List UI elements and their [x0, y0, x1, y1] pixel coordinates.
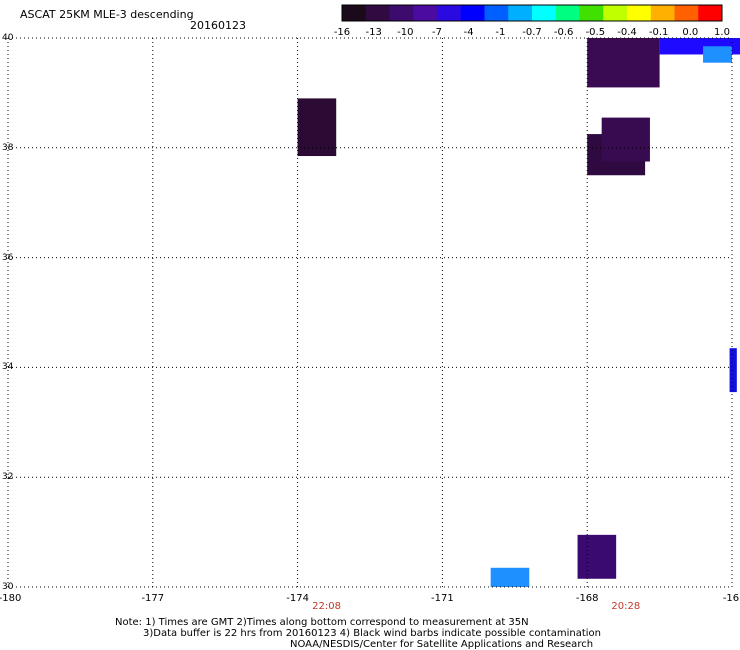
colorbar-label: -4: [463, 27, 474, 38]
colorbar-swatch: [508, 5, 533, 21]
note-line-3: NOAA/NESDIS/Center for Satellite Applica…: [290, 639, 594, 650]
colorbar-swatch: [555, 5, 580, 21]
colorbar-label: -0.7: [522, 27, 542, 38]
colorbar-swatch: [460, 5, 485, 21]
data-cell: [601, 117, 650, 162]
note-line-2: 3)Data buffer is 22 hrs from 20160123 4)…: [143, 628, 601, 639]
lat-label: 38: [2, 142, 14, 153]
colorbar-swatch: [413, 5, 438, 21]
lat-label: 40: [2, 33, 14, 43]
data-cell: [297, 98, 337, 157]
colorbar: [341, 4, 723, 22]
time-label: 20:28: [611, 601, 641, 612]
colorbar-label: 0.0: [682, 27, 699, 38]
colorbar-label: -0.1: [648, 27, 669, 38]
map-title: ASCAT 25KM MLE-3 descending: [20, 8, 194, 21]
map-plot: [7, 37, 740, 588]
lat-label: 32: [2, 472, 14, 483]
colorbar-swatch: [603, 5, 628, 21]
lat-label: 34: [2, 362, 14, 373]
colorbar-swatch: [698, 5, 723, 21]
note-line-1: Note: 1) Times are GMT 2)Times along bot…: [115, 617, 529, 628]
colorbar-label: -0.6: [553, 27, 574, 38]
colorbar-label: -1: [495, 27, 506, 38]
colorbar-swatch: [389, 5, 414, 21]
colorbar-swatch: [437, 5, 462, 21]
lat-label: 36: [2, 252, 14, 263]
lon-label: -174: [286, 593, 309, 604]
lon-label: -16: [722, 593, 740, 604]
colorbar-label: -10: [397, 27, 414, 38]
colorbar-swatch: [532, 5, 557, 21]
colorbar-swatch: [627, 5, 652, 21]
colorbar-label: -0.4: [617, 27, 637, 38]
lon-label: -180: [0, 593, 22, 604]
colorbar-swatch: [650, 5, 675, 21]
lat-label: 30: [2, 582, 14, 592]
colorbar-label: -0.5: [585, 27, 606, 38]
data-cell: [577, 534, 617, 579]
colorbar-swatch: [484, 5, 509, 21]
data-cell: [490, 567, 530, 587]
colorbar-swatch: [365, 5, 390, 21]
time-label: 22:08: [312, 601, 341, 612]
data-cell: [729, 348, 737, 393]
colorbar-swatch: [342, 5, 367, 21]
data-cell: [703, 46, 732, 63]
colorbar-label: 1.0: [714, 27, 730, 38]
colorbar-label: -7: [432, 27, 442, 38]
colorbar-label: -13: [365, 27, 382, 38]
colorbar-label: -16: [333, 27, 351, 38]
data-cell: [587, 38, 660, 88]
lon-label: -168: [575, 593, 599, 604]
lon-label: -171: [431, 593, 454, 604]
map-date: 20160123: [190, 19, 246, 32]
lon-label: -177: [141, 593, 165, 604]
colorbar-swatch: [579, 5, 604, 21]
colorbar-swatch: [674, 5, 699, 21]
